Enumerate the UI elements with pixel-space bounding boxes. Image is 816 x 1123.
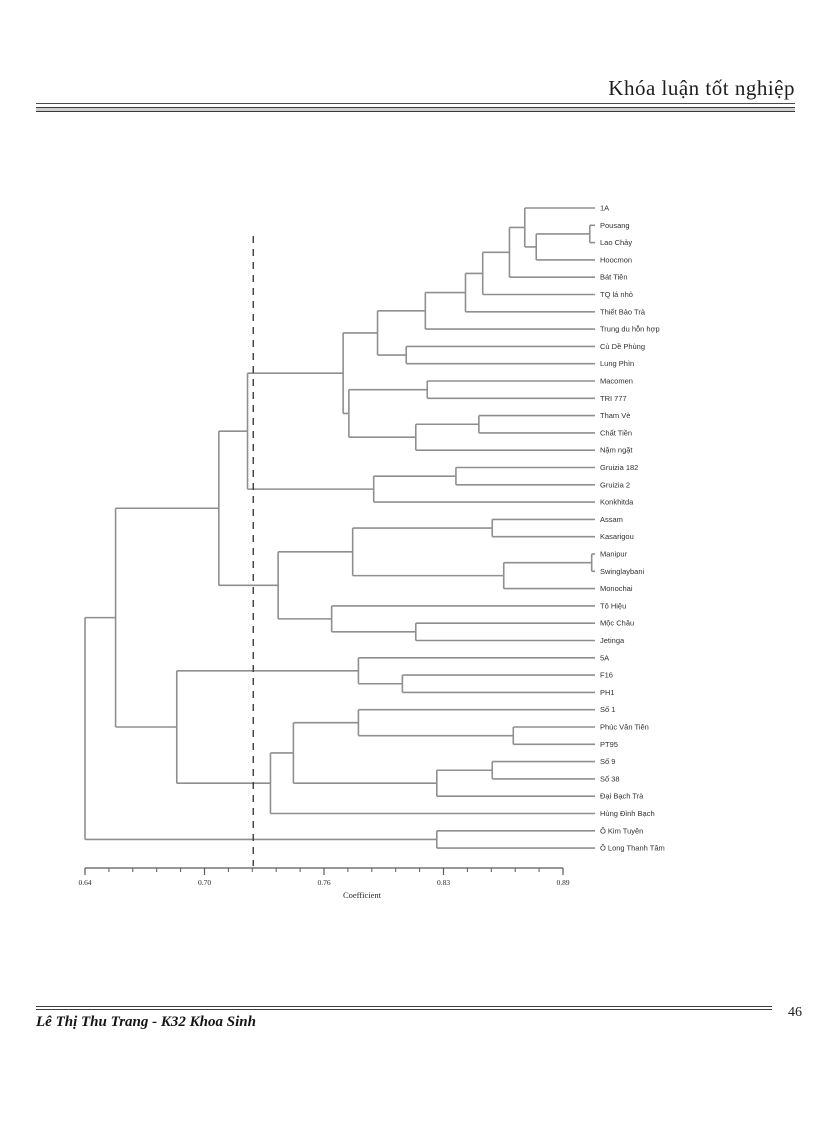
leaf-label: Jetinga	[600, 636, 625, 645]
leaf-label: Tô Hiệu	[600, 601, 626, 610]
leaf-label: Hoocmon	[600, 255, 632, 264]
x-axis-tick-label: 0.89	[556, 878, 569, 887]
leaf-label: Pousang	[600, 221, 630, 230]
leaf-label: Củ Dề Phùng	[600, 342, 645, 351]
x-axis-tick-label: 0.76	[317, 878, 330, 887]
leaf-label: Đại Bạch Trà	[600, 792, 644, 801]
leaf-label: Thiết Bảo Trà	[600, 307, 646, 316]
leaf-label: Monochai	[600, 584, 633, 593]
leaf-label: Nậm ngặt	[600, 446, 633, 455]
x-axis-tick-label: 0.70	[198, 878, 211, 887]
leaf-label: Assam	[600, 515, 623, 524]
leaf-label: Trung du hỗn hợp	[600, 325, 660, 334]
leaf-label: Số 1	[600, 705, 615, 714]
header-rule-thick	[36, 107, 795, 112]
leaf-label: Manipur	[600, 550, 628, 559]
leaf-label: PH1	[600, 688, 615, 697]
leaf-label: 5A	[600, 653, 609, 662]
x-axis-tick-label: 0.64	[78, 878, 91, 887]
header-title: Khóa luận tốt nghiệp	[608, 76, 795, 100]
leaf-label: Macomen	[600, 377, 633, 386]
leaf-label: F16	[600, 671, 613, 680]
leaf-label: Konkhitda	[600, 498, 634, 507]
leaf-label: 1A	[600, 204, 609, 213]
leaf-label: Gruizia 2	[600, 480, 630, 489]
leaf-label: Ô Long Thanh Tâm	[600, 844, 665, 853]
x-axis-title: Coefficient	[343, 890, 382, 900]
leaf-label: Hùng Đỉnh Bạch	[600, 809, 655, 818]
leaf-label: TQ lá nhỏ	[600, 290, 633, 299]
leaf-label: Chất Tiền	[600, 428, 632, 437]
leaf-label: Phúc Vân Tiên	[600, 723, 649, 732]
leaf-label: Swinglaybani	[600, 567, 645, 576]
header-rule-thin	[36, 103, 795, 104]
leaf-label: TRI 777	[600, 394, 627, 403]
leaf-label: Lung Phìn	[600, 359, 634, 368]
leaf-label: Số 38	[600, 774, 620, 783]
leaf-label: PT95	[600, 740, 618, 749]
leaf-label: Số 9	[600, 757, 615, 766]
footer-author: Lê Thị Thu Trang - K32 Khoa Sinh	[36, 1014, 256, 1030]
leaf-label: Ô Kim Tuyên	[600, 826, 643, 835]
leaf-label: Mộc Châu	[600, 619, 634, 628]
leaf-label: Tham Vè	[600, 411, 630, 420]
leaf-label: Bát Tiên	[600, 273, 628, 282]
x-axis-tick-label: 0.83	[437, 878, 450, 887]
footer-rule-bottom	[36, 1009, 772, 1010]
page-number: 46	[788, 1005, 802, 1020]
leaf-label: Kasarigou	[600, 532, 634, 541]
leaf-label: Lao Chảy	[600, 238, 632, 247]
footer-rule-top	[36, 1006, 772, 1007]
leaf-label: Gruizia 182	[600, 463, 638, 472]
